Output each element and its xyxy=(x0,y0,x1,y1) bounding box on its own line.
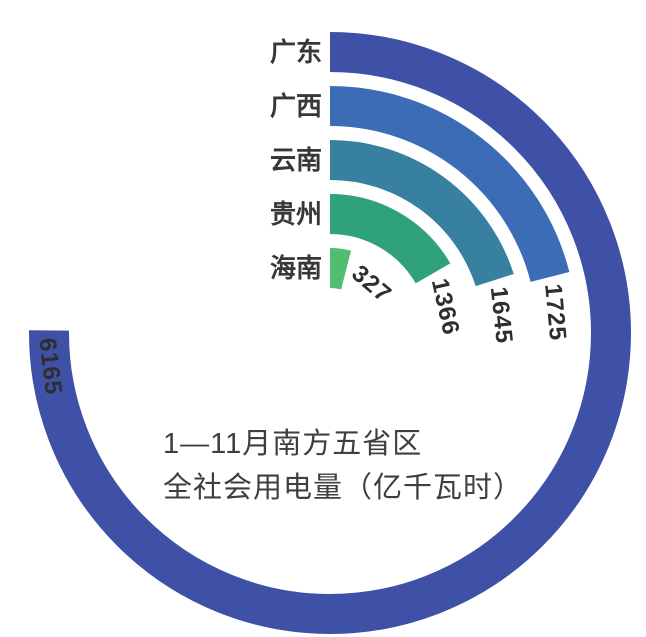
category-label-贵州: 贵州 xyxy=(270,199,322,229)
category-label-广东: 广东 xyxy=(270,37,322,67)
value-label-海南: 327 xyxy=(346,260,396,308)
bar-arc-贵州 xyxy=(329,194,451,284)
chart-title-line1: 1—11月南方五省区 xyxy=(163,428,423,460)
category-label-广西: 广西 xyxy=(270,91,322,121)
bar-arc-海南 xyxy=(329,248,352,290)
value-label-广西: 1725 xyxy=(539,283,571,343)
bar-arc-广西 xyxy=(329,86,570,283)
chart-title: 1—11月南方五省区 全社会用电量（亿千瓦时） xyxy=(163,422,523,510)
bar-arc-广东 xyxy=(29,32,631,634)
value-label-云南: 1645 xyxy=(485,285,518,345)
value-label-贵州: 1366 xyxy=(426,276,465,338)
bar-arc-云南 xyxy=(329,140,514,287)
value-label-广东: 6165 xyxy=(33,336,67,396)
category-label-海南: 海南 xyxy=(270,253,322,283)
chart-title-line2: 全社会用电量（亿千瓦时） xyxy=(163,472,524,504)
category-label-云南: 云南 xyxy=(270,145,322,175)
